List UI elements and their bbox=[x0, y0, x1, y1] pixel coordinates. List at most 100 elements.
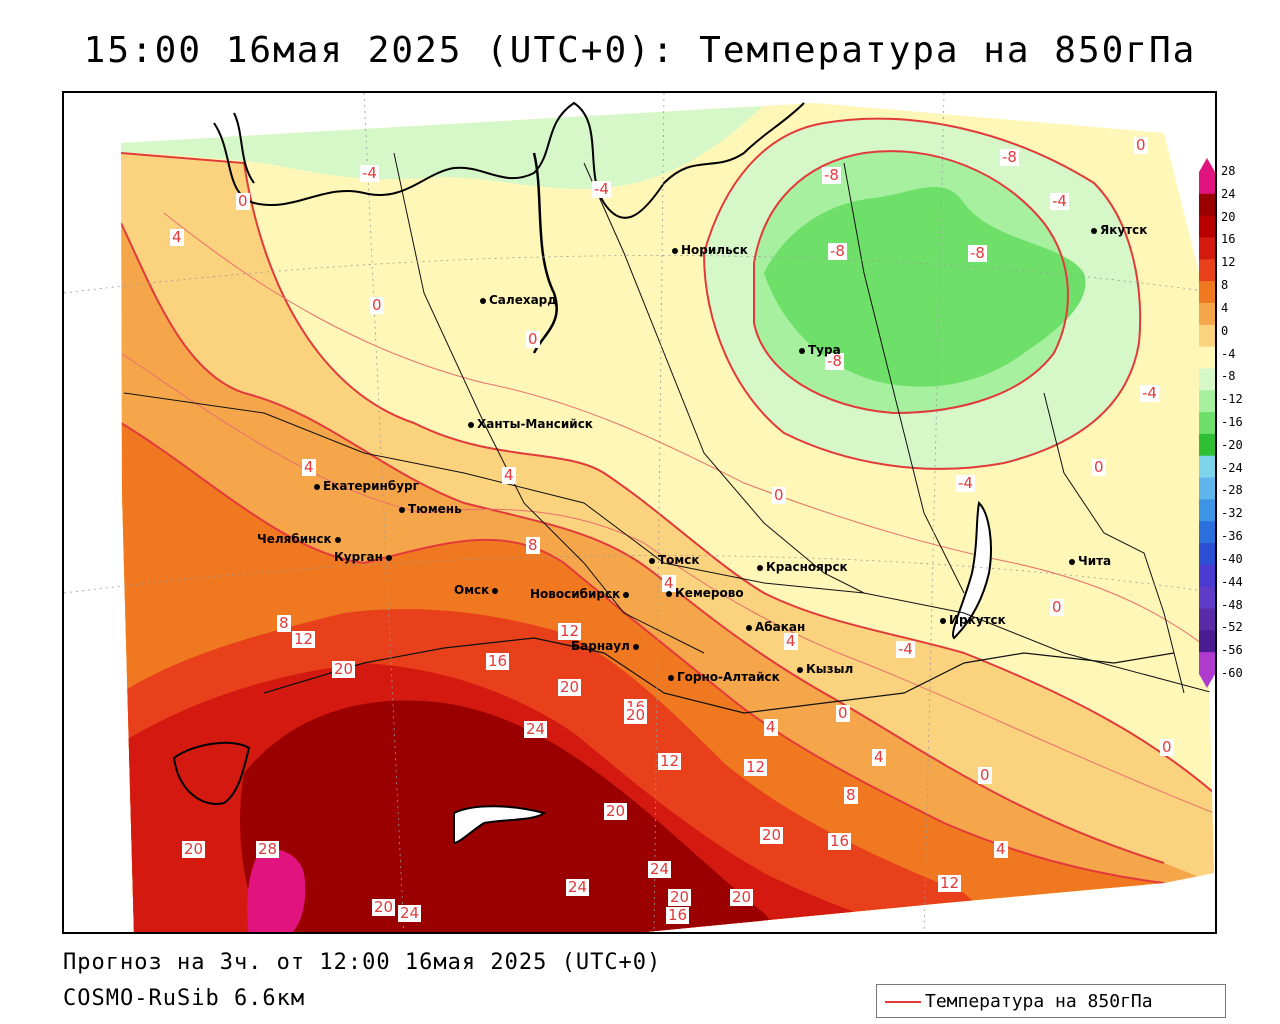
boundary-b bbox=[393, 152, 705, 654]
yamal-coast bbox=[233, 112, 255, 184]
contour-label: 0 bbox=[978, 766, 992, 784]
colorbar-swatch bbox=[1199, 543, 1215, 566]
city-abakan: Абакан bbox=[746, 620, 805, 634]
temperature-map bbox=[64, 93, 1215, 932]
colorbar-tick-label: 12 bbox=[1221, 255, 1236, 270]
contour-label: -4 bbox=[360, 164, 379, 182]
contour-label: 0 bbox=[1092, 458, 1106, 476]
contour-label: 0 bbox=[526, 330, 540, 348]
contour-label: -8 bbox=[828, 242, 847, 260]
colorbar-swatch bbox=[1199, 215, 1215, 238]
colorbar-tick-label: -48 bbox=[1221, 597, 1243, 612]
colorbar-swatch bbox=[1199, 521, 1215, 544]
city-gorno-altaysk: Горно-Алтайск bbox=[668, 670, 780, 684]
model-name: COSMO-RuSib 6.6км bbox=[63, 986, 306, 1011]
colorbar-tick-label: -24 bbox=[1221, 460, 1243, 475]
contour-label: 4 bbox=[784, 632, 798, 650]
colorbar-swatch bbox=[1199, 324, 1215, 348]
contour-label: -4 bbox=[956, 474, 975, 492]
contour-label: -8 bbox=[1000, 148, 1019, 166]
colorbar-swatch bbox=[1199, 499, 1215, 522]
contour-label: -8 bbox=[822, 166, 841, 184]
contour-label: 0 bbox=[772, 486, 786, 504]
contour-label: 4 bbox=[302, 458, 316, 476]
graticule bbox=[64, 93, 1215, 932]
contour-label: 20 bbox=[668, 888, 692, 906]
colorbar-swatch bbox=[1199, 281, 1215, 304]
contour-label: -4 bbox=[896, 640, 915, 658]
colorbar-swatch bbox=[1199, 630, 1215, 653]
colorbar-tick-label: -44 bbox=[1221, 574, 1243, 589]
colorbar-tick-label: 16 bbox=[1221, 232, 1236, 247]
contour-label: 28 bbox=[256, 840, 280, 858]
lake-aral bbox=[172, 741, 251, 805]
boundary-a bbox=[123, 392, 1214, 694]
contour-label: 4 bbox=[764, 718, 778, 736]
city-yakutsk: Якутск bbox=[1091, 223, 1147, 237]
colorbar-tick-label: -56 bbox=[1221, 643, 1243, 658]
colorbar-swatch bbox=[1199, 477, 1215, 500]
colorbar-tick-label: -8 bbox=[1221, 369, 1236, 384]
contour-label: 20 bbox=[730, 888, 754, 906]
contour-label: 20 bbox=[624, 706, 648, 724]
city-chelyabinsk: Челябинск bbox=[257, 532, 344, 546]
colorbar-tick-label: 8 bbox=[1221, 278, 1229, 293]
colorbar-tick-label: -12 bbox=[1221, 392, 1243, 407]
colorbar-swatch bbox=[1199, 564, 1215, 588]
contour-thin-b bbox=[121, 352, 1214, 814]
contour-thin-a bbox=[163, 212, 1214, 654]
colorbar-swatch bbox=[1199, 368, 1215, 391]
contour-label: -4 bbox=[1140, 384, 1159, 402]
colorbar-tick-label: 20 bbox=[1221, 209, 1236, 224]
contour-label: 12 bbox=[292, 630, 316, 648]
contour-label: 4 bbox=[502, 466, 516, 484]
city-omsk: Омск bbox=[454, 583, 501, 597]
contour-label: 0 bbox=[836, 704, 850, 722]
legend-line-swatch bbox=[885, 1001, 921, 1003]
colorbar-swatch bbox=[1199, 237, 1215, 260]
colorbar-swatch bbox=[1199, 172, 1215, 195]
contour-label: 8 bbox=[277, 614, 291, 632]
city-krasnoyarsk: Красноярск bbox=[757, 560, 848, 574]
contour-label: 20 bbox=[558, 678, 582, 696]
colorbar-tick-label: -32 bbox=[1221, 506, 1243, 521]
colorbar-tick-label: -40 bbox=[1221, 551, 1243, 566]
city-kyzyl: Кызыл bbox=[797, 662, 853, 676]
contour-label: 24 bbox=[648, 860, 672, 878]
contour-label: 12 bbox=[744, 758, 768, 776]
colorbar-top-arrow bbox=[1199, 158, 1215, 172]
colorbar-tick-label: -52 bbox=[1221, 620, 1243, 635]
city-tyumen: Тюмень bbox=[399, 502, 462, 516]
contour-label: 20 bbox=[332, 660, 356, 678]
contour-label: -8 bbox=[968, 244, 987, 262]
city-kurgan: Курган bbox=[334, 550, 395, 564]
contour-label: 0 bbox=[236, 192, 250, 210]
colorbar-tick-label: -20 bbox=[1221, 437, 1243, 452]
contour-label: 20 bbox=[604, 802, 628, 820]
colorbar-tick-label: 28 bbox=[1221, 164, 1236, 178]
contour-4 bbox=[121, 152, 1214, 794]
contour-neg8 bbox=[753, 150, 1069, 415]
colorbar-bottom-arrow bbox=[1199, 674, 1215, 688]
contour-label: 16 bbox=[486, 652, 510, 670]
city-barnaul: Барнаул bbox=[571, 639, 642, 653]
contour-label: 24 bbox=[398, 904, 422, 922]
colorbar-tick-label: 4 bbox=[1221, 300, 1229, 315]
contour-label: 20 bbox=[182, 840, 206, 858]
colorbar-swatch bbox=[1199, 652, 1215, 675]
contour-label: 16 bbox=[828, 832, 852, 850]
colorbar-swatch bbox=[1199, 455, 1215, 479]
arctic-coastline bbox=[213, 101, 805, 219]
field-north-cold bbox=[121, 105, 764, 189]
legend-label: Температура на 850гПа bbox=[925, 991, 1153, 1012]
colorbar-swatch bbox=[1199, 412, 1215, 435]
city-chita: Чита bbox=[1069, 554, 1111, 568]
colorbar-swatch bbox=[1199, 433, 1215, 457]
colorbar-swatch bbox=[1199, 193, 1215, 217]
contour-label: -8 bbox=[825, 352, 844, 370]
colorbar-swatch bbox=[1199, 390, 1215, 413]
contour-label: 24 bbox=[566, 878, 590, 896]
city-kemerovo: Кемерово bbox=[666, 586, 744, 600]
colorbar-swatch bbox=[1199, 346, 1215, 369]
contour-label: 4 bbox=[994, 840, 1008, 858]
